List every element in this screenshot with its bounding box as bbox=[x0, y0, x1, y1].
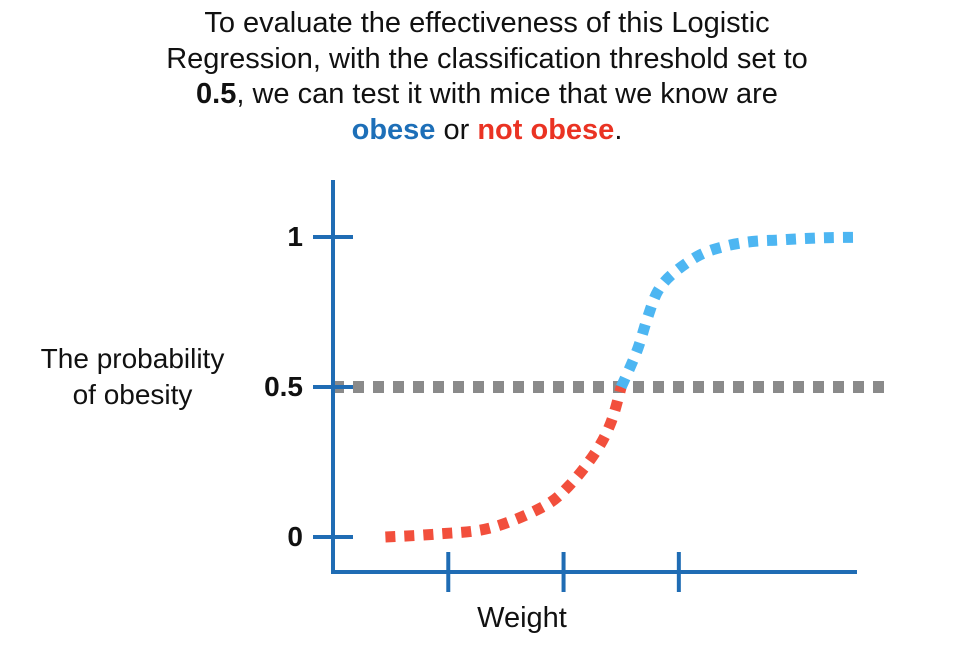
caption-period: . bbox=[614, 113, 623, 146]
y-tick-label-0-5: 0.5 bbox=[264, 371, 303, 402]
caption-line-1: To evaluate the effectiveness of this Lo… bbox=[204, 7, 770, 39]
caption-line-2: Regression, with the classification thre… bbox=[166, 42, 808, 75]
y-tick-label-0: 0 bbox=[287, 521, 303, 552]
not-obese-curve bbox=[385, 385, 627, 543]
caption: To evaluate the effectiveness of this Lo… bbox=[87, 6, 887, 148]
y-tick-label-1: 1 bbox=[287, 221, 303, 252]
obese-label: obese bbox=[351, 113, 436, 146]
y-axis-title: The probability of obesity bbox=[15, 341, 250, 413]
x-axis-title: Weight bbox=[477, 602, 567, 634]
threshold-value-text: 0.5 bbox=[196, 78, 237, 110]
not-obese-label: not obese bbox=[477, 113, 615, 146]
caption-line-3: 0.5, we can test it with mice that we kn… bbox=[87, 77, 887, 113]
caption-line-4: obese or not obese. bbox=[87, 113, 887, 149]
obese-curve bbox=[616, 231, 858, 390]
caption-line-3-rest: , we can test it with mice that we know … bbox=[236, 78, 778, 110]
or-text: or bbox=[435, 113, 478, 146]
y-axis-title-line-1: The probability bbox=[40, 343, 225, 374]
y-axis-title-line-2: of obesity bbox=[72, 379, 193, 410]
